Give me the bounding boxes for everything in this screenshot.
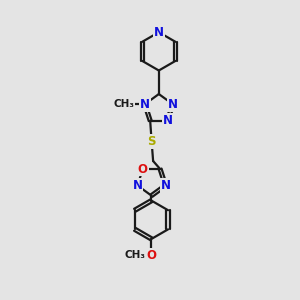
- Text: N: N: [163, 114, 172, 127]
- Text: O: O: [138, 163, 148, 176]
- Text: N: N: [160, 179, 170, 192]
- Text: CH₃: CH₃: [113, 99, 134, 109]
- Text: N: N: [140, 98, 150, 111]
- Text: S: S: [147, 135, 156, 148]
- Text: N: N: [168, 98, 178, 111]
- Text: N: N: [154, 26, 164, 39]
- Text: O: O: [146, 249, 157, 262]
- Text: CH₃: CH₃: [125, 250, 146, 260]
- Text: N: N: [133, 179, 142, 192]
